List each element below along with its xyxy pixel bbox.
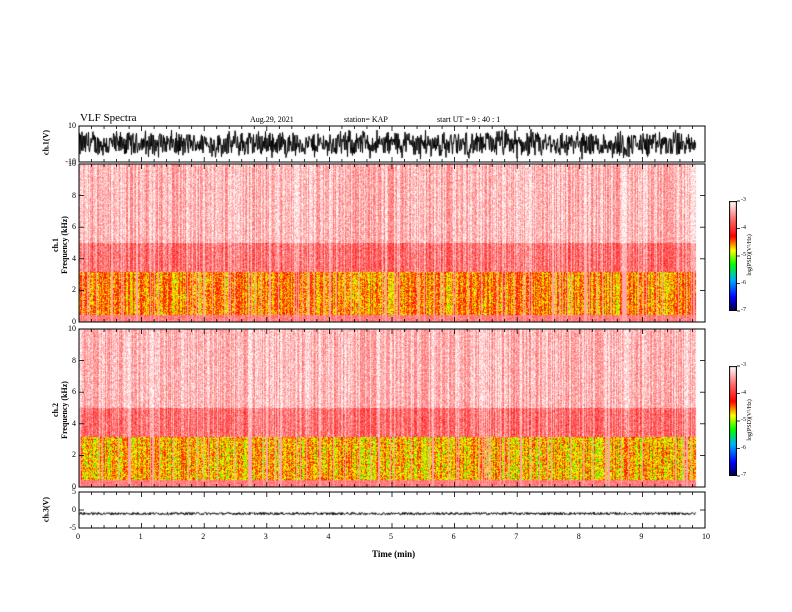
ch3-waveform-ylabel: ch.3(V) [41, 496, 51, 523]
ch1-spectrogram-plot [79, 164, 705, 322]
x-tick-label: 10 [702, 532, 710, 541]
colorbar-tick-label: -5 [741, 252, 746, 258]
ch2-spectrogram-frame [78, 328, 706, 488]
ch2-colorbar [729, 366, 737, 476]
colorbar-tick-label: -5 [741, 417, 746, 423]
date-label: Aug.29, 2021 [250, 115, 294, 124]
x-tick-label: 2 [201, 532, 206, 541]
y-tick-label: 5 [72, 487, 76, 496]
ch2-spectrogram-channel: ch.2 [51, 403, 60, 417]
ch1-spectrogram-ylabel-group: ch.1 Frequency (kHz) [51, 205, 69, 285]
ch2-spectrogram-plot [79, 329, 705, 487]
y-tick-label: 4 [72, 418, 76, 428]
x-tick-label: 6 [451, 532, 456, 541]
ch1-spectrogram-channel: ch.1 [51, 238, 60, 252]
y-tick-label: 6 [72, 387, 76, 397]
ch3-waveform-plot [79, 492, 705, 528]
colorbar-tick-label: -7 [741, 307, 746, 313]
colorbar-tick-label: -4 [741, 224, 746, 231]
y-tick-label: 8 [72, 355, 76, 365]
x-tick-label: 7 [514, 532, 519, 541]
x-tick-label: 9 [639, 532, 644, 541]
colorbar-tick-label: -7 [741, 472, 746, 478]
ch1-colorbar [729, 201, 737, 311]
y-tick-label: 2 [72, 450, 76, 460]
colorbar-tick-label: -6 [741, 279, 746, 286]
y-tick-label: -10 [65, 157, 76, 166]
start-time-label: start UT = 9 : 40 : 1 [437, 115, 501, 124]
figure-title: VLF Spectra [80, 112, 137, 124]
y-tick-label: 2 [72, 285, 76, 295]
ch3-waveform-frame [78, 491, 706, 529]
ch1-waveform-frame [78, 125, 706, 163]
x-tick-label: 3 [263, 532, 268, 541]
y-tick-label: -5 [69, 523, 76, 532]
colorbar-tick-label: -3 [741, 362, 746, 368]
x-tick-label: 5 [389, 532, 393, 541]
y-tick-label: 10 [68, 121, 76, 130]
x-tick-label: 8 [576, 532, 581, 541]
ch1-waveform-ylabel: ch.1(V) [41, 129, 51, 156]
colorbar-tick-label: -3 [741, 197, 746, 203]
ch2-colorbar-label: log(PSD)(V²/Hz) [747, 399, 753, 441]
y-tick-label: 10 [68, 159, 76, 168]
y-tick-label: 4 [72, 253, 76, 263]
y-tick-label: 0 [72, 317, 76, 326]
y-tick-label: 8 [72, 190, 76, 200]
station-label: station= KAP [344, 115, 388, 124]
y-tick-label: 10 [68, 324, 76, 333]
ch1-colorbar-label: log(PSD)(V²/Hz) [747, 234, 753, 276]
y-tick-label: 0 [72, 505, 76, 514]
x-tick-label: 1 [138, 532, 143, 541]
ch2-spectrogram-ylabel-group: ch.2 Frequency (kHz) [51, 370, 69, 450]
ch1-spectrogram-frame [78, 163, 706, 323]
y-tick-label: 0 [72, 482, 76, 491]
ch1-spectrogram-ylabel: Frequency (kHz) [60, 216, 69, 274]
ch1-waveform-plot [79, 126, 705, 162]
ch2-spectrogram-ylabel: Frequency (kHz) [60, 381, 69, 439]
y-tick-label: 6 [72, 222, 76, 232]
x-tick-label: 4 [326, 532, 331, 541]
x-tick-label: 0 [76, 532, 80, 541]
x-axis-label: Time (min) [372, 549, 416, 559]
colorbar-tick-label: -4 [741, 389, 746, 396]
colorbar-tick-label: -6 [741, 444, 746, 451]
